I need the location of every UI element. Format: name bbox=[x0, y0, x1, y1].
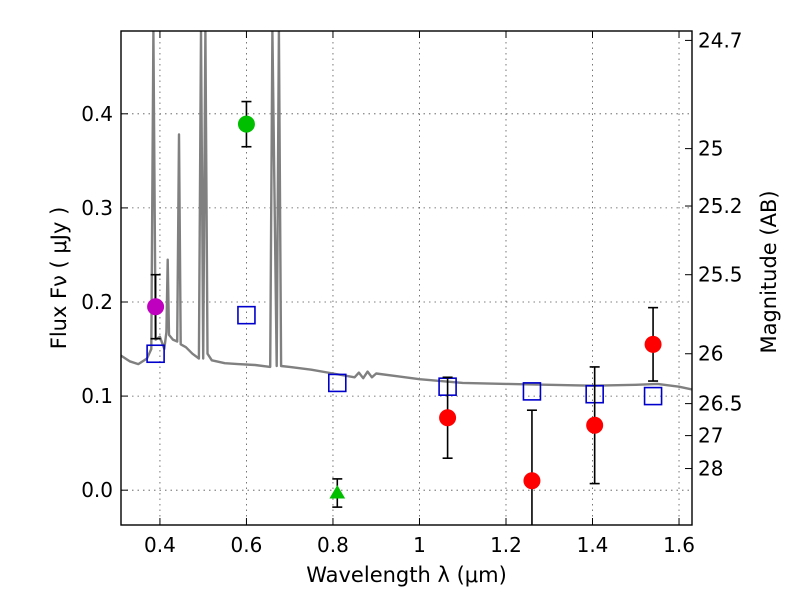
x-tick-label: 1.2 bbox=[490, 533, 522, 557]
y2-axis-label: Magnitude (AB) bbox=[757, 190, 781, 353]
x-tick-label: 1 bbox=[413, 533, 426, 557]
model-point bbox=[643, 386, 663, 406]
mag-tick-label: 28 bbox=[698, 457, 723, 481]
model-point bbox=[327, 373, 347, 393]
data-point bbox=[147, 298, 165, 316]
data-point bbox=[586, 416, 604, 434]
mag-tick-label: 24.7 bbox=[698, 28, 743, 52]
mag-tick-label: 25.5 bbox=[698, 263, 743, 287]
x-tick-label: 0.6 bbox=[231, 533, 263, 557]
model-point bbox=[237, 305, 256, 325]
plot-area bbox=[121, 31, 692, 525]
y-tick-label: 0.3 bbox=[81, 196, 113, 220]
y-tick-label: 0.1 bbox=[81, 384, 113, 408]
x-tick-label: 0.4 bbox=[144, 533, 176, 557]
mag-tick-label: 26.5 bbox=[698, 392, 743, 416]
axis-ticks: 0.4 0.6 0.8 1 1.2 1.4 1.6 0.0 0.1 0.2 0.3 0.4 24.7 25… bbox=[81, 28, 742, 557]
model-point bbox=[522, 382, 542, 401]
mag-tick-label: 27 bbox=[698, 424, 723, 448]
data-point bbox=[644, 335, 662, 353]
data-point bbox=[439, 409, 457, 427]
plot-frame bbox=[120, 30, 693, 526]
data-point bbox=[523, 472, 541, 490]
spectrum-line bbox=[121, 31, 692, 391]
x-axis-label: Wavelength λ (μm) bbox=[306, 563, 507, 587]
x-tick-label: 1.4 bbox=[577, 533, 609, 557]
x-tick-label: 0.8 bbox=[317, 533, 349, 557]
mag-tick-label: 26 bbox=[698, 342, 723, 366]
y-axis-label: Flux Fν ( μJy ) bbox=[47, 207, 71, 350]
y-tick-label: 0.2 bbox=[81, 290, 113, 314]
mag-tick-label: 25.2 bbox=[698, 194, 743, 218]
y-tick-label: 0.4 bbox=[81, 102, 113, 126]
y-tick-label: 0.0 bbox=[81, 478, 113, 502]
mag-tick-label: 25 bbox=[698, 137, 723, 161]
model-point bbox=[146, 344, 165, 364]
limit-point bbox=[329, 485, 346, 499]
data-point bbox=[237, 115, 255, 133]
x-tick-label: 1.6 bbox=[663, 533, 695, 557]
